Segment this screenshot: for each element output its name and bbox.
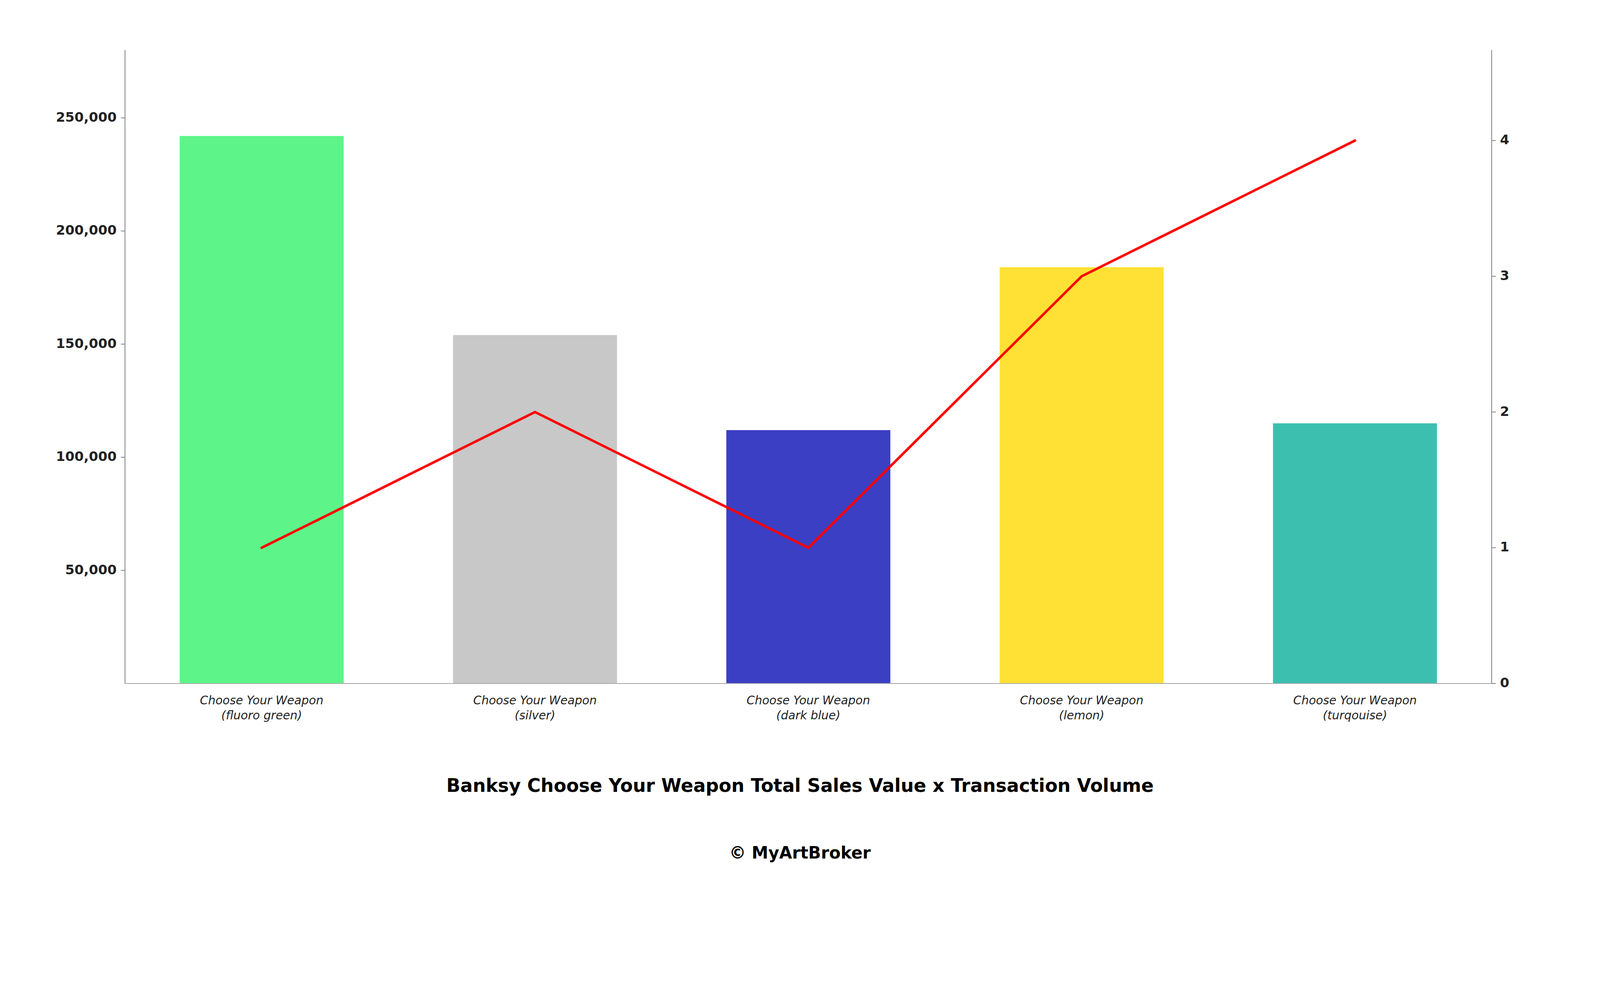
y2-tick-label: 0: [1500, 674, 1510, 691]
bar: [726, 430, 891, 684]
y-tick: [120, 570, 125, 571]
y2-tick: [1491, 275, 1496, 277]
y2-tick: [1491, 682, 1496, 684]
title: Banksy Choose Your Weapon Total Sales Va…: [446, 774, 1154, 796]
bar: [179, 135, 344, 684]
y-tick: [120, 343, 125, 345]
y2-tick-label: 4: [1500, 131, 1510, 148]
y2-tick: [1491, 411, 1496, 413]
y-tick-label: 250,000: [55, 109, 117, 125]
axes: 50,000 100,000 150,000 200,000 250,000 0 1 2 3 4 C…: [55, 50, 1510, 723]
y2-tick: [1491, 547, 1496, 548]
y-tick-label: 100,000: [55, 448, 117, 465]
y2-tick: [1491, 140, 1496, 141]
bar: [999, 267, 1164, 684]
subtitle: © MyArtBroker: [729, 842, 871, 863]
y-tick-label: 200,000: [55, 222, 117, 238]
x-tick-label: Choose Your Weapon(turqouise): [1293, 693, 1417, 723]
y2-tick-label: 3: [1500, 267, 1510, 284]
y-axis-line: [124, 50, 126, 684]
y-tick-label: 150,000: [55, 335, 117, 352]
y2-tick-label: 2: [1500, 403, 1510, 420]
plot-area: [179, 135, 1438, 684]
chart: 50,000 100,000 150,000 200,000 250,000 0 1 2 3 4 C…: [0, 0, 1600, 999]
x-tick-label: Choose Your Weapon(fluoro green): [200, 693, 324, 723]
bar: [1272, 423, 1438, 684]
x-tick-label: Choose Your Weapon(lemon): [1020, 693, 1144, 723]
x-tick-label: Choose Your Weapon(dark blue): [746, 693, 870, 723]
y-tick: [120, 117, 125, 119]
y2-tick-label: 1: [1500, 538, 1510, 555]
line: [261, 140, 1355, 548]
y-tick: [120, 230, 125, 232]
y-tick-label: 50,000: [65, 561, 117, 578]
bar: [452, 335, 618, 684]
x-tick-label: Choose Your Weapon(silver): [473, 693, 597, 723]
x-axis-line: [125, 682, 1492, 684]
y-tick: [120, 456, 125, 458]
y2-axis-line: [1491, 50, 1493, 684]
